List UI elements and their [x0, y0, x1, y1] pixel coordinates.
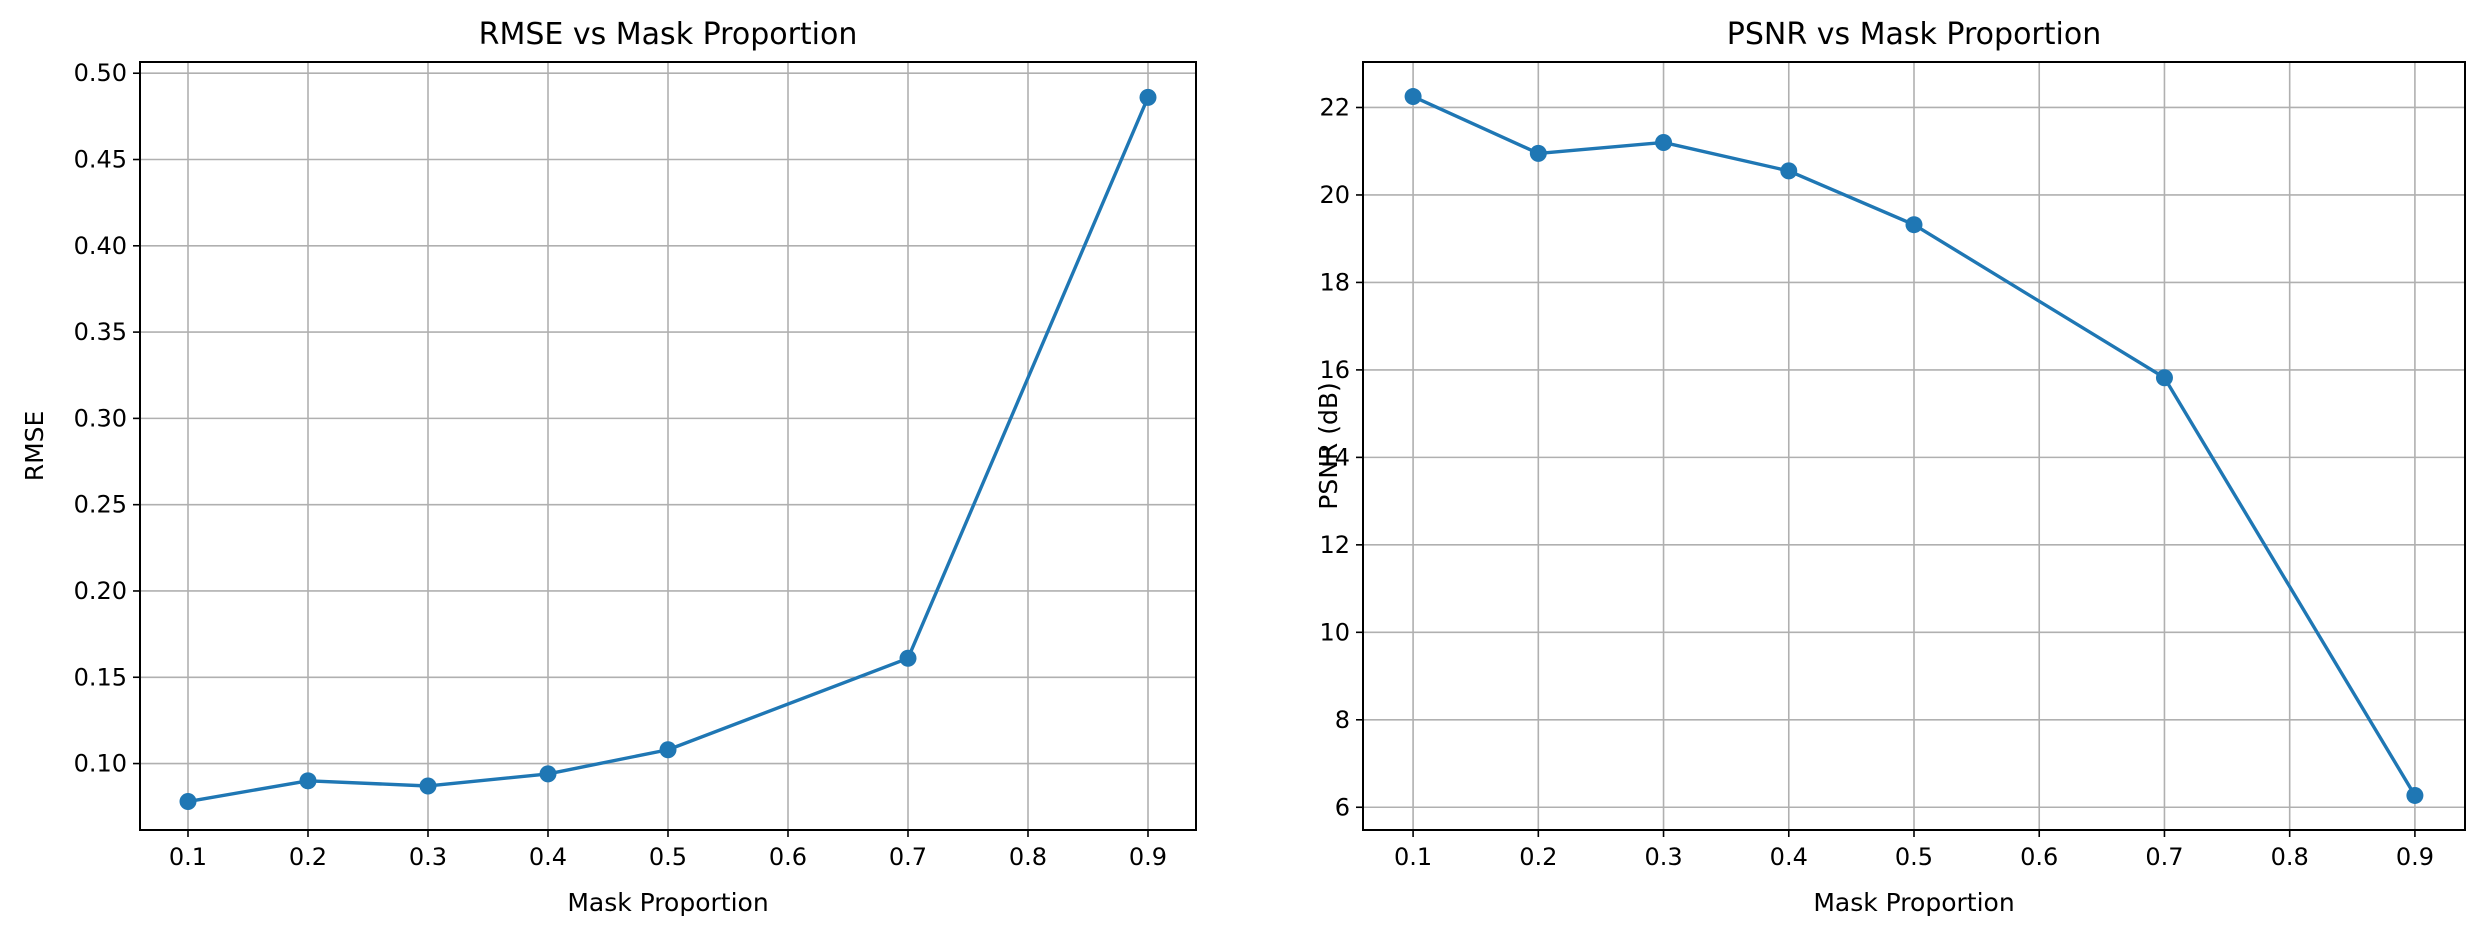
- rmse-y-tick-label: 0.10: [74, 750, 127, 778]
- psnr-y-tick-label: 6: [1335, 793, 1350, 821]
- psnr-chart: 0.1 0.2 0.3 0.4 0.5 0.6 0.7 0.8 0.96810121416182…: [1314, 17, 2465, 917]
- psnr-x-axis-label: Mask Proportion: [1813, 888, 2014, 917]
- psnr-y-tick-label: 18: [1319, 268, 1350, 296]
- psnr-x-tick-label: 0.2: [1519, 843, 1557, 871]
- psnr-data-point: [1530, 145, 1547, 162]
- psnr-y-tick-label: 10: [1319, 618, 1350, 646]
- rmse-x-tick-label: 0.4: [529, 843, 567, 871]
- psnr-x-tick-label: 0.9: [2396, 843, 2434, 871]
- rmse-x-tick-label: 0.5: [649, 843, 687, 871]
- psnr-y-tick-label: 12: [1319, 531, 1350, 559]
- psnr-x-tick-label: 0.7: [2145, 843, 2183, 871]
- rmse-data-point: [540, 765, 557, 782]
- rmse-chart: 0.1 0.2 0.3 0.4 0.5 0.6 0.7 0.8 0.9 0.10 0.15 0.20 0…: [20, 17, 1196, 917]
- psnr-data-point: [1655, 134, 1672, 151]
- rmse-y-tick-label: 0.35: [74, 318, 127, 346]
- psnr-chart-title: PSNR vs Mask Proportion: [1727, 17, 2101, 52]
- rmse-data-point: [300, 772, 317, 789]
- rmse-x-tick-label: 0.6: [769, 843, 807, 871]
- rmse-data-point: [660, 741, 677, 758]
- psnr-x-tick-label: 0.3: [1644, 843, 1682, 871]
- rmse-data-point: [420, 777, 437, 794]
- rmse-x-tick-label: 0.9: [1129, 843, 1167, 871]
- rmse-y-tick-label: 0.25: [74, 491, 127, 519]
- psnr-data-point: [2406, 787, 2423, 804]
- psnr-y-tick-label: 8: [1335, 706, 1350, 734]
- psnr-data-point: [2156, 369, 2173, 386]
- rmse-x-tick-label: 0.8: [1009, 843, 1047, 871]
- rmse-x-axis-label: Mask Proportion: [567, 888, 768, 917]
- rmse-data-point: [180, 793, 197, 810]
- psnr-x-tick-label: 0.5: [1895, 843, 1933, 871]
- psnr-x-tick-label: 0.4: [1770, 843, 1808, 871]
- psnr-data-point: [1405, 88, 1422, 105]
- rmse-x-tick-label: 0.7: [889, 843, 927, 871]
- rmse-data-point: [900, 650, 917, 667]
- psnr-data-point: [1780, 162, 1797, 179]
- psnr-x-tick-label: 0.1: [1394, 843, 1432, 871]
- psnr-y-axis-label: PSNR (dB): [1314, 382, 1343, 510]
- rmse-y-tick-label: 0.15: [74, 663, 127, 691]
- rmse-x-tick-label: 0.1: [169, 843, 207, 871]
- rmse-y-tick-label: 0.30: [74, 404, 127, 432]
- rmse-y-tick-label: 0.20: [74, 577, 127, 605]
- psnr-x-tick-label: 0.6: [2020, 843, 2058, 871]
- rmse-y-tick-label: 0.40: [74, 232, 127, 260]
- rmse-chart-title: RMSE vs Mask Proportion: [479, 17, 858, 52]
- psnr-data-point: [1906, 216, 1923, 233]
- rmse-data-point: [1140, 89, 1157, 106]
- rmse-x-tick-label: 0.3: [409, 843, 447, 871]
- rmse-y-tick-label: 0.50: [74, 59, 127, 87]
- psnr-y-tick-label: 16: [1319, 356, 1350, 384]
- rmse-y-tick-label: 0.45: [74, 146, 127, 174]
- rmse-y-axis-label: RMSE: [20, 411, 49, 482]
- psnr-y-tick-label: 22: [1319, 93, 1350, 121]
- psnr-x-tick-label: 0.8: [2271, 843, 2309, 871]
- rmse-x-tick-label: 0.2: [289, 843, 327, 871]
- psnr-y-tick-label: 20: [1319, 181, 1350, 209]
